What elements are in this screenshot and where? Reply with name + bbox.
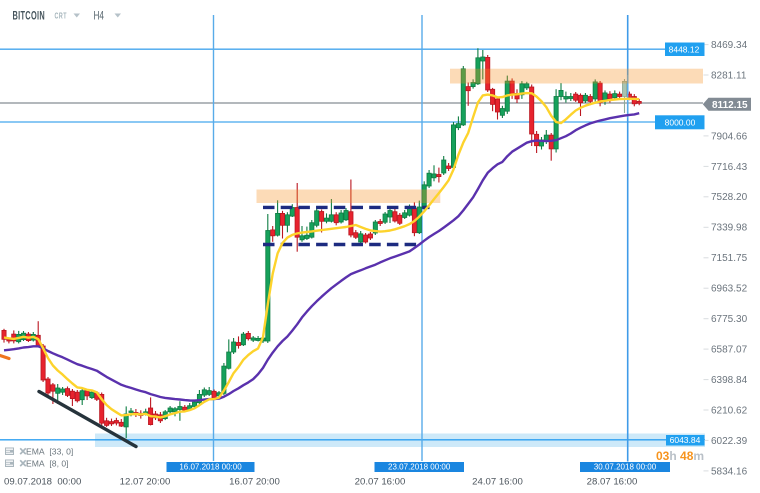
svg-text:7151.75: 7151.75 bbox=[711, 253, 748, 264]
svg-text:23.07.2018 00:00: 23.07.2018 00:00 bbox=[388, 463, 451, 472]
svg-text:7528.20: 7528.20 bbox=[711, 192, 748, 203]
svg-text:6022.39: 6022.39 bbox=[711, 436, 748, 447]
svg-text:6963.52: 6963.52 bbox=[711, 284, 748, 295]
svg-text:7339.98: 7339.98 bbox=[711, 223, 748, 234]
svg-text:EMA [33, 0]: EMA [33, 0] bbox=[26, 447, 73, 457]
svg-text:6043.84: 6043.84 bbox=[670, 435, 701, 445]
svg-text:CRT: CRT bbox=[55, 11, 68, 21]
svg-text:09.07.2018 00:00: 09.07.2018 00:00 bbox=[4, 477, 81, 488]
svg-text:8112.15: 8112.15 bbox=[712, 100, 748, 111]
svg-text:6398.84: 6398.84 bbox=[711, 375, 748, 386]
svg-text:8281.11: 8281.11 bbox=[711, 71, 747, 82]
svg-text:03h 48m: 03h 48m bbox=[656, 449, 704, 463]
svg-text:EMA [8, 0]: EMA [8, 0] bbox=[26, 459, 69, 469]
svg-text:BITCOIN: BITCOIN bbox=[13, 9, 46, 23]
svg-text:16.07.2018 00:00: 16.07.2018 00:00 bbox=[179, 463, 242, 472]
svg-text:8469.34: 8469.34 bbox=[711, 40, 748, 51]
svg-text:6775.30: 6775.30 bbox=[711, 314, 748, 325]
svg-text:16.07 20:00: 16.07 20:00 bbox=[229, 477, 280, 488]
svg-text:7904.66: 7904.66 bbox=[711, 131, 748, 142]
svg-text:6587.07: 6587.07 bbox=[711, 345, 748, 356]
svg-text:8448.12: 8448.12 bbox=[669, 44, 700, 54]
svg-text:7716.43: 7716.43 bbox=[711, 162, 748, 173]
svg-text:20.07 16:00: 20.07 16:00 bbox=[355, 477, 406, 488]
svg-text:28.07 16:00: 28.07 16:00 bbox=[587, 477, 638, 488]
svg-text:8000.00: 8000.00 bbox=[665, 117, 696, 127]
svg-text:12.07 20:00: 12.07 20:00 bbox=[120, 477, 171, 488]
svg-text:24.07 16:00: 24.07 16:00 bbox=[472, 477, 523, 488]
svg-text:6210.62: 6210.62 bbox=[711, 405, 748, 416]
svg-text:H4: H4 bbox=[94, 9, 105, 23]
svg-text:5834.16: 5834.16 bbox=[711, 466, 748, 477]
svg-text:30.07.2018 00:00: 30.07.2018 00:00 bbox=[594, 463, 657, 472]
